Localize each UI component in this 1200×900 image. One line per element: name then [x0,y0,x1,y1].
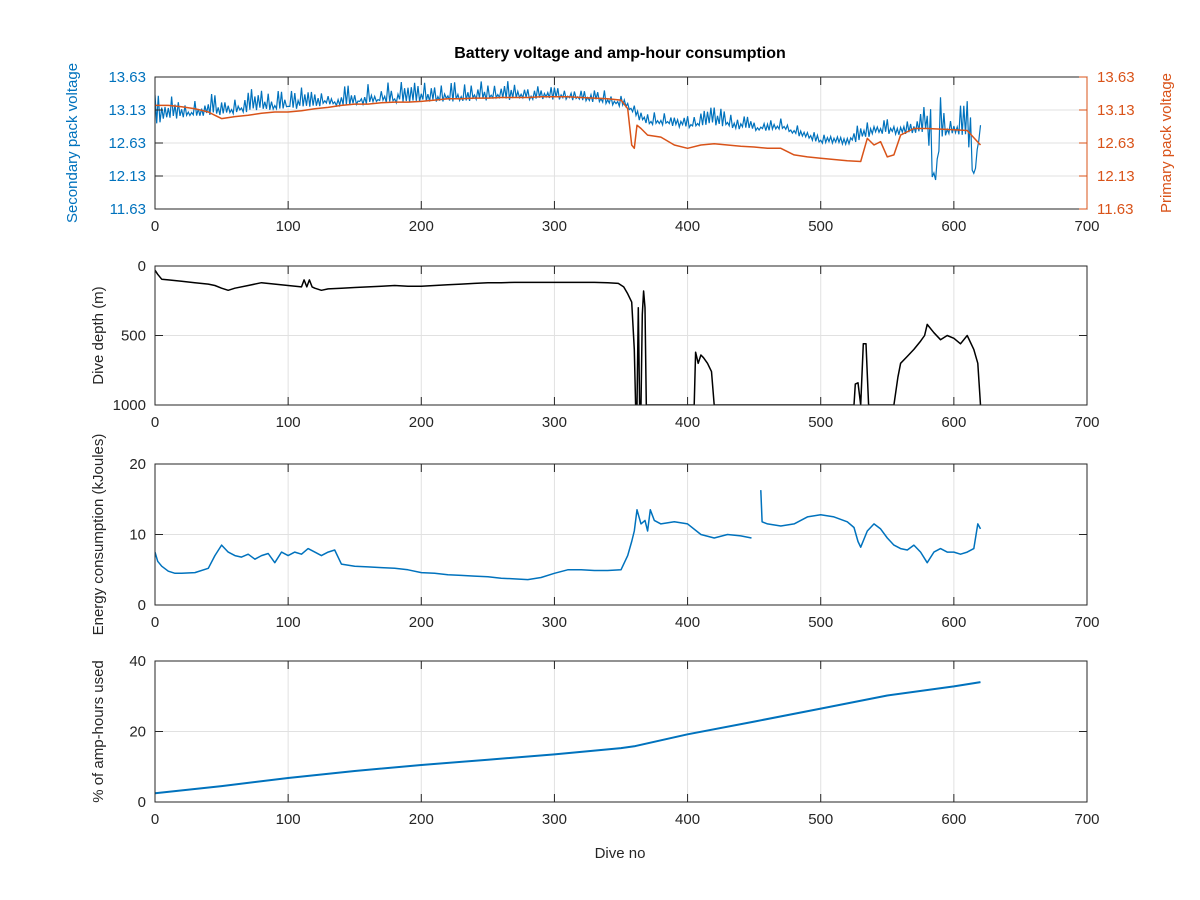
x-tick-label: 0 [151,414,159,431]
x-tick-label: 100 [276,614,301,631]
y-tick-label: 11.63 [110,201,146,218]
x-tick-label: 200 [409,614,434,631]
y-tick-label: 13.63 [108,69,146,86]
plot-lines [155,490,982,581]
x-tick-label: 0 [151,218,159,235]
x-tick-label: 700 [1074,414,1099,431]
y-tick-labels: 11.63 12.13 12.63 13.13 13.63 [108,69,163,218]
y2-tick-label: 12.63 [1097,135,1135,152]
y-tick-label: 13.13 [108,102,146,119]
y-tick-label: 1000 [113,397,146,414]
x-tick-label: 700 [1074,614,1099,631]
x-tick-label: 300 [542,811,567,828]
y-axis-label: % of amp-hours used [90,660,107,803]
y2-tick-label: 11.63 [1097,201,1133,218]
y-tick-label: 0 [138,258,146,275]
y2-axis-label: Primary pack voltage [1158,73,1175,213]
grid-lines [155,464,1087,605]
figure-xlabel: Dive no [595,845,646,862]
x-tick-label: 400 [675,811,700,828]
x-tick-label: 500 [808,414,833,431]
x-tick-label: 0 [151,811,159,828]
x-tick-label: 500 [808,811,833,828]
x-tick-label: 700 [1074,811,1099,828]
plot-lines [155,81,982,181]
x-tick-labels: 0 100 200 300 400 500 600 700 [151,464,1100,631]
plot-lines [155,681,981,795]
x-tick-label: 600 [941,811,966,828]
series-line-1 [155,269,982,405]
x-tick-label: 500 [808,218,833,235]
x-tick-label: 0 [151,614,159,631]
grid-lines [155,661,1087,802]
series-line-2 [155,96,982,163]
subplot-3: 0 100 200 300 400 500 600 700 0 10 20 Energy consum… [90,434,1100,636]
x-tick-label: 400 [675,414,700,431]
plot-lines [155,269,982,405]
y-tick-labels: 0 20 40 [129,653,1087,811]
y-tick-label: 12.63 [108,135,146,152]
x-tick-label: 200 [409,811,434,828]
x-tick-label: 700 [1074,218,1099,235]
x-tick-label: 100 [276,218,301,235]
y2-tick-label: 12.13 [1097,168,1135,185]
y2-tick-label: 13.13 [1097,102,1135,119]
series-line-1 [155,509,752,581]
y-tick-label: 500 [121,328,146,345]
subplot-1: 0 100 200 300 400 500 600 70011.6312.1312.6313.… [64,63,1175,235]
subplot-2: 0 100 200 300 400 500 600 700 0 500 1000 Dive depth… [90,258,1100,431]
y-tick-label: 20 [129,456,146,473]
x-tick-label: 600 [941,414,966,431]
grid-lines [155,266,1087,405]
x-tick-label: 100 [276,414,301,431]
x-tick-label: 200 [409,218,434,235]
y-tick-label: 20 [129,724,146,741]
x-tick-labels: 0 100 200 300 400 500 600 700 [151,77,1100,235]
y2-tick-label: 13.63 [1097,69,1135,86]
x-tick-label: 500 [808,614,833,631]
x-tick-label: 600 [941,218,966,235]
subplot-4: 0 100 200 300 400 500 600 700 0 20 40 % of amp-hour… [90,653,1100,828]
y-axis-label: Energy consumption (kJoules) [90,434,107,636]
x-tick-label: 400 [675,614,700,631]
figure-title: Battery voltage and amp-hour consumption [454,45,786,62]
y-tick-label: 12.13 [108,168,146,185]
x-tick-labels: 0 100 200 300 400 500 600 700 [151,661,1100,828]
y-axis-label: Dive depth (m) [90,286,107,384]
y-tick-labels: 0 10 20 [129,456,1087,614]
y-tick-label: 10 [129,527,146,544]
x-tick-label: 600 [941,614,966,631]
y-tick-label: 0 [138,794,146,811]
x-tick-label: 100 [276,811,301,828]
x-tick-label: 400 [675,218,700,235]
subplots: 0 100 200 300 400 500 600 70011.6312.1312.6313.… [64,63,1175,828]
y-tick-labels: 0 500 1000 [113,258,1087,414]
x-tick-label: 300 [542,218,567,235]
y-axis-label: Secondary pack voltage [64,63,81,223]
x-tick-labels: 0 100 200 300 400 500 600 700 [151,266,1100,431]
x-tick-label: 200 [409,414,434,431]
x-tick-label: 300 [542,414,567,431]
series-line-2 [760,490,982,564]
series-line-1 [155,681,981,795]
y-tick-label: 0 [138,597,146,614]
y2-tick-labels: 11.63 12.13 12.63 13.13 13.63 [1079,69,1135,218]
y-tick-label: 40 [129,653,146,670]
x-tick-label: 300 [542,614,567,631]
